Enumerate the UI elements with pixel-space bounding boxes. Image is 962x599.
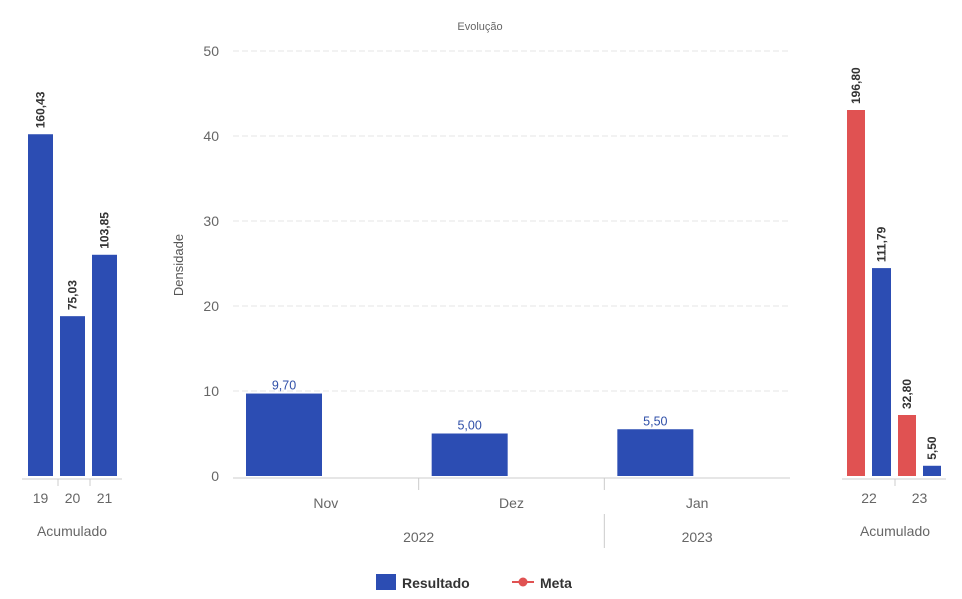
main-data-label-dez: 5,00 bbox=[457, 419, 481, 433]
left-data-label-21: 103,85 bbox=[98, 212, 112, 249]
x-tick-jan: Jan bbox=[686, 495, 709, 511]
main-bar-jan[interactable] bbox=[617, 429, 694, 476]
x-tick-dez: Dez bbox=[499, 495, 524, 511]
main-bar-nov[interactable] bbox=[246, 393, 322, 476]
right-bar-resultado-23[interactable] bbox=[923, 465, 941, 476]
left-tick-19: 19 bbox=[33, 490, 49, 506]
y-tick-10: 10 bbox=[203, 383, 219, 399]
right-bar-meta-22[interactable] bbox=[847, 110, 865, 476]
year-label-2022: 2022 bbox=[403, 529, 434, 545]
legend-dot-meta[interactable] bbox=[518, 577, 528, 587]
left-data-label-19: 160,43 bbox=[34, 91, 48, 128]
y-tick-20: 20 bbox=[203, 298, 219, 314]
y-tick-40: 40 bbox=[203, 128, 219, 144]
right-data-label-meta-23: 32,80 bbox=[900, 379, 914, 409]
main-data-label-jan: 5,50 bbox=[643, 414, 667, 428]
left-bar-21[interactable] bbox=[92, 254, 117, 476]
right-group-label: Acumulado bbox=[860, 523, 930, 539]
main-data-label-nov: 9,70 bbox=[272, 379, 296, 393]
right-bar-resultado-22[interactable] bbox=[872, 268, 891, 476]
left-bar-19[interactable] bbox=[28, 134, 53, 476]
right-data-label-meta-22: 196,80 bbox=[849, 67, 863, 104]
main-bar-dez[interactable] bbox=[431, 433, 508, 477]
right-data-label-resultado-22: 111,79 bbox=[875, 226, 889, 262]
right-tick-23: 23 bbox=[912, 490, 928, 506]
left-tick-20: 20 bbox=[65, 490, 81, 506]
legend-swatch-resultado[interactable] bbox=[376, 574, 396, 590]
y-axis-title: Densidade bbox=[171, 234, 186, 296]
left-bar-20[interactable] bbox=[60, 316, 85, 476]
left-group-label: Acumulado bbox=[37, 523, 107, 539]
y-tick-30: 30 bbox=[203, 213, 219, 229]
right-data-label-resultado-23: 5,50 bbox=[925, 436, 939, 460]
y-tick-0: 0 bbox=[211, 468, 219, 484]
legend-label-resultado[interactable]: Resultado bbox=[402, 575, 470, 591]
x-tick-nov: Nov bbox=[313, 495, 338, 511]
right-bar-meta-23[interactable] bbox=[898, 415, 916, 476]
left-tick-21: 21 bbox=[97, 490, 113, 506]
year-label-2023: 2023 bbox=[682, 529, 713, 545]
main-chart-title: Evolução bbox=[457, 21, 502, 33]
legend-label-meta[interactable]: Meta bbox=[540, 575, 572, 591]
y-tick-50: 50 bbox=[203, 43, 219, 59]
right-tick-22: 22 bbox=[861, 490, 877, 506]
left-data-label-20: 75,03 bbox=[66, 280, 80, 310]
